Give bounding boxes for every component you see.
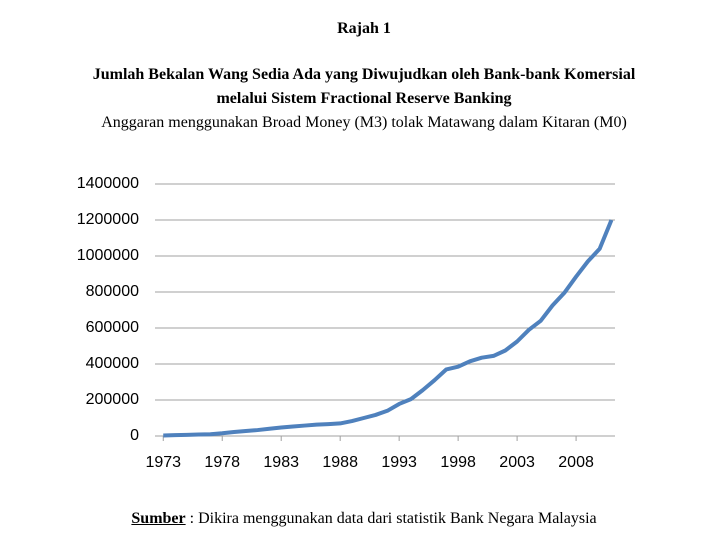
y-tick-label: 1000000 [77,247,139,264]
x-tick-label: 1998 [440,454,476,471]
x-tick-label: 2008 [558,454,594,471]
y-tick-label: 600000 [86,319,139,336]
title-line: Jumlah Bekalan Wang Sedia Ada yang Diwuj… [92,66,636,83]
source-label: Sumber [131,510,186,527]
x-tick-label: 1993 [381,454,417,471]
x-tick-label: 1978 [204,454,240,471]
y-tick-label: 400000 [86,355,139,372]
y-tick-label: 800000 [86,283,139,300]
x-tick-label: 1973 [145,454,181,471]
subtitle: Anggaran menggunakan Broad Money (M3) to… [101,114,627,131]
y-tick-label: 0 [130,427,139,444]
y-tick-label: 1200000 [77,211,139,228]
figure-label: Rajah 1 [337,20,391,37]
title-line: melalui Sistem Fractional Reserve Bankin… [216,90,512,107]
x-tick-label: 2003 [499,454,535,471]
y-tick-label: 1400000 [77,175,139,192]
data-line [163,219,614,438]
source: Sumber : Dikira menggunakan data dari st… [0,510,728,528]
source-text: : Dikira menggunakan data dari statistik… [185,510,597,527]
y-tick-label: 200000 [86,391,139,408]
x-tick-label: 1983 [263,454,299,471]
chart: 0 200000 400000 600000 800000 1000000 1200000 1… [77,175,615,471]
x-tick-label: 1988 [322,454,358,471]
